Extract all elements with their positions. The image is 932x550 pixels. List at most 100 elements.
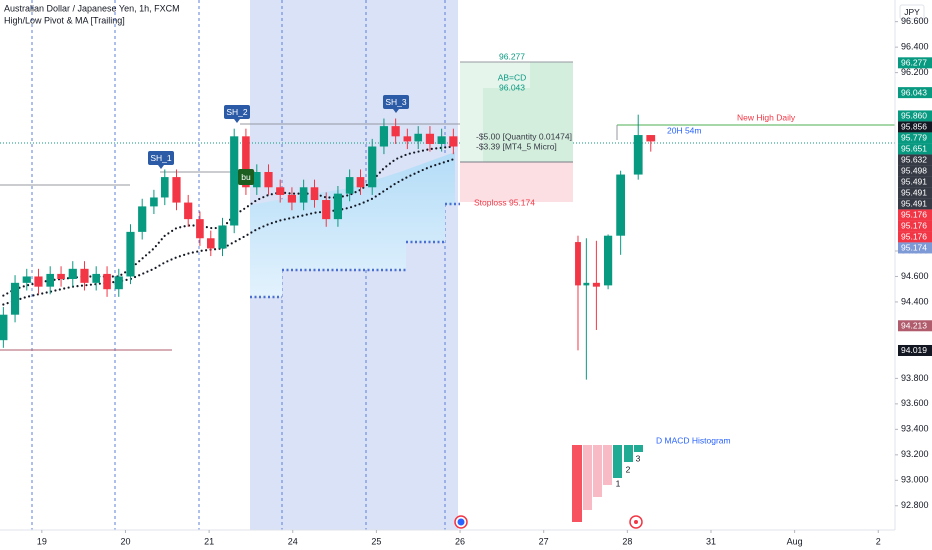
price-label: 95.176 xyxy=(901,221,927,231)
price-label-box xyxy=(898,320,932,332)
price-label: 95.491 xyxy=(901,188,927,198)
sh-label: SH_1 xyxy=(150,153,172,163)
candle-body xyxy=(206,238,215,249)
price-label-box xyxy=(898,154,932,166)
indicator-title: High/Low Pivot & MA [Trailing] xyxy=(4,15,125,25)
candle-body xyxy=(46,273,54,287)
x-tick-label: 31 xyxy=(706,536,716,546)
price-label: 95.174 xyxy=(901,243,927,253)
y-tick-label: 94.400 xyxy=(901,296,929,306)
moving-average xyxy=(2,158,455,306)
new-high-label: New High Daily xyxy=(737,112,796,122)
y-tick-label: 93.800 xyxy=(901,373,929,383)
price-label-box xyxy=(898,220,932,232)
candle-body xyxy=(633,135,643,175)
price-label: 96.043 xyxy=(901,87,927,97)
x-tick-label: 19 xyxy=(37,536,47,546)
abcd-label: AB=CD xyxy=(498,72,527,82)
price-label: 95.498 xyxy=(901,166,927,176)
price-label: 94.019 xyxy=(901,345,927,355)
wave-label: 3 xyxy=(636,453,641,463)
candle-body xyxy=(616,174,626,236)
y-tick-label: 92.800 xyxy=(901,500,929,510)
price-label-box xyxy=(898,231,932,243)
candle-body xyxy=(368,146,377,188)
candle-body xyxy=(391,126,400,137)
candle-body xyxy=(103,273,111,290)
y-tick-label: 93.200 xyxy=(901,449,929,459)
event-icon-inner xyxy=(457,518,465,526)
price-label: 95.860 xyxy=(901,111,927,121)
candle-body xyxy=(437,136,446,144)
y-tick-label: 96.200 xyxy=(901,67,929,77)
currency-label: JPY xyxy=(904,7,920,17)
chart-title: Australian Dollar / Japanese Yen, 1h, FX… xyxy=(4,3,180,13)
y-tick-label: 93.000 xyxy=(901,475,929,485)
candle-body xyxy=(333,193,343,220)
price-label-box xyxy=(898,132,932,144)
price-label: 95.856 xyxy=(901,122,927,132)
y-tick-label: 96.600 xyxy=(901,16,929,26)
candle-body xyxy=(276,187,285,195)
candle-body xyxy=(22,276,31,283)
pivot-levels xyxy=(250,202,460,299)
candle-body xyxy=(68,268,77,280)
candle-body xyxy=(575,242,581,286)
candle-body xyxy=(310,187,319,201)
x-tick-label: 26 xyxy=(455,536,465,546)
candle-body xyxy=(299,187,308,203)
swing-high-labels xyxy=(148,95,409,185)
candle-body xyxy=(160,177,169,198)
y-tick-label: 93.600 xyxy=(901,398,929,408)
target-label: 96.277 xyxy=(499,51,525,61)
candle-body xyxy=(57,273,65,280)
candle-body xyxy=(592,282,600,287)
price-label-box xyxy=(898,242,932,254)
candle-body xyxy=(242,136,250,188)
stoploss-label: Stoploss 95.174 xyxy=(474,197,535,207)
candle-body xyxy=(114,276,123,290)
timer-label: 20H 54m xyxy=(667,125,702,135)
macd-label: D MACD Histogram xyxy=(656,435,731,445)
target-zone-inner xyxy=(483,88,530,162)
candle-body xyxy=(414,133,423,142)
price-label-box xyxy=(898,143,932,155)
price-label-box xyxy=(898,198,932,210)
price-label-box xyxy=(898,87,932,99)
stop-zone xyxy=(460,162,573,202)
candle-body xyxy=(218,225,227,249)
y-tick-label: 93.400 xyxy=(901,424,929,434)
price-label-box xyxy=(898,176,932,188)
candle-body xyxy=(150,197,158,207)
candle-body xyxy=(379,126,389,147)
price-label-box xyxy=(898,209,932,221)
price-label: 95.176 xyxy=(901,232,927,242)
price-label: 94.213 xyxy=(901,321,927,331)
candle-body xyxy=(80,268,89,283)
price-label: 95.632 xyxy=(901,155,927,165)
candle-body xyxy=(403,136,412,142)
candle-body xyxy=(138,206,147,232)
price-label: 95.651 xyxy=(901,144,927,154)
candle-body xyxy=(230,136,239,226)
sh-label: SH_2 xyxy=(226,107,248,117)
price-label-box xyxy=(898,57,932,69)
candle-body xyxy=(34,276,43,287)
wave-label: 2 xyxy=(626,464,631,474)
wave-label: 1 xyxy=(616,478,621,488)
x-tick-label: 21 xyxy=(204,536,214,546)
currency-badge[interactable] xyxy=(899,4,925,20)
candle-body xyxy=(264,171,273,188)
candle-body xyxy=(583,282,590,286)
buy-label: bu xyxy=(241,172,251,182)
target-zone-inner xyxy=(530,62,573,162)
candle-body xyxy=(184,202,193,220)
price-label: 95.176 xyxy=(901,210,927,220)
sh-label: SH_3 xyxy=(385,97,407,107)
candle-body xyxy=(646,135,656,142)
candle-body xyxy=(425,133,435,144)
x-tick-label: Aug xyxy=(787,536,803,546)
price-label-box xyxy=(898,165,932,177)
candle-body xyxy=(196,219,204,239)
candle-body xyxy=(252,171,261,188)
